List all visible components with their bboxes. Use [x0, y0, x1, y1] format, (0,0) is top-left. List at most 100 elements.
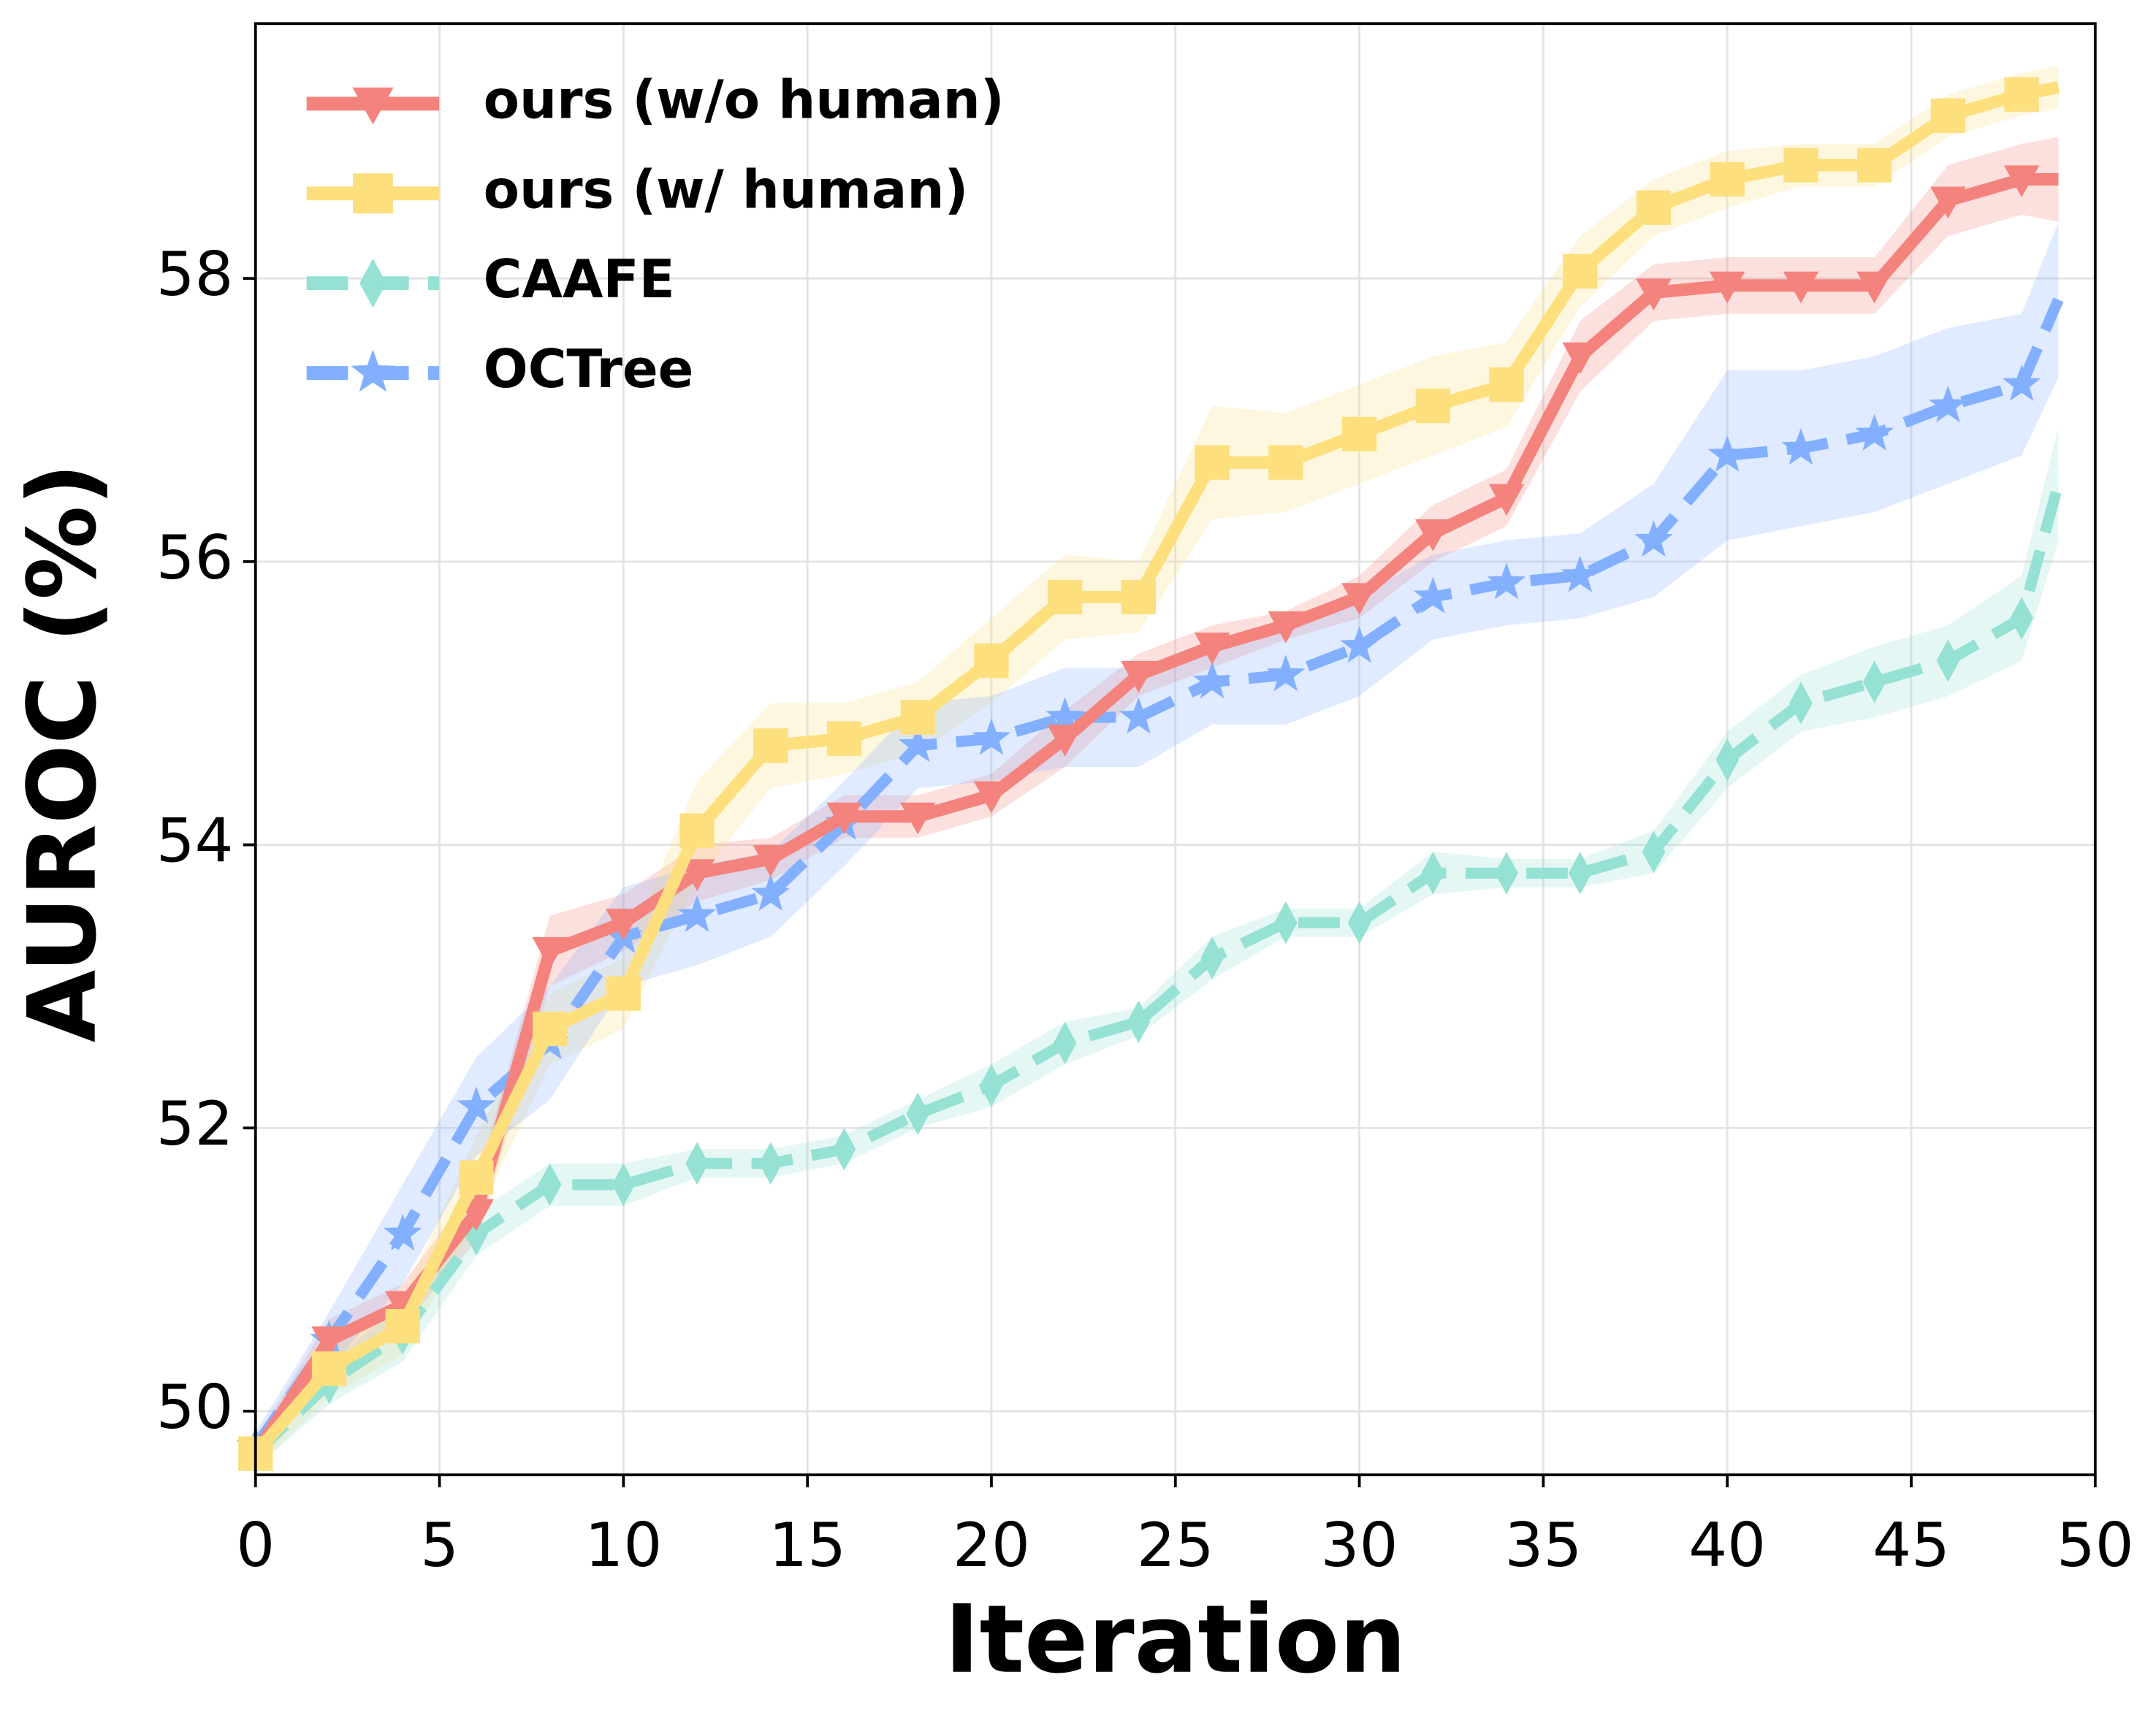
marker [352, 87, 394, 125]
marker [980, 1064, 1003, 1107]
marker [1487, 562, 1526, 600]
marker [1862, 660, 1886, 703]
marker [1489, 367, 1524, 402]
marker [1634, 520, 1673, 557]
marker [1274, 901, 1298, 944]
x-tick-label: 45 [1873, 1510, 1950, 1581]
marker [532, 1011, 568, 1047]
marker [532, 936, 568, 969]
marker [1340, 626, 1379, 663]
marker [974, 643, 1009, 679]
marker [1855, 413, 1894, 451]
marker [826, 802, 862, 835]
marker [1268, 611, 1304, 644]
marker [385, 1308, 420, 1344]
marker [753, 728, 788, 763]
marker [1341, 416, 1377, 452]
x-tick-label: 15 [769, 1510, 846, 1581]
marker [677, 895, 717, 932]
marker [685, 1142, 709, 1185]
marker [538, 1163, 562, 1206]
marker [457, 1086, 496, 1123]
marker [900, 700, 935, 735]
marker [1563, 253, 1598, 289]
marker [1200, 936, 1224, 980]
plot-frame [254, 22, 2097, 1477]
marker [1936, 639, 1960, 682]
marker [1488, 484, 1525, 516]
x-tick-label: 20 [953, 1510, 1030, 1581]
marker [973, 781, 1010, 814]
marker [2004, 77, 2039, 112]
marker [898, 725, 937, 763]
marker [2010, 597, 2033, 640]
marker [1053, 1021, 1077, 1065]
marker [2002, 364, 2041, 402]
marker [1636, 190, 1672, 225]
marker [1636, 278, 1672, 311]
x-axis-label: Iteration [945, 1586, 1406, 1695]
marker [1709, 271, 1745, 304]
marker [1194, 633, 1230, 665]
legend: ours (w/o human) ours (w/ human) CAAFE OCTr… [306, 69, 1005, 400]
marker [2003, 165, 2040, 198]
marker [1268, 445, 1303, 480]
x-tick-label: 30 [1321, 1510, 1398, 1581]
x-tick-label: 5 [420, 1510, 459, 1581]
marker [1781, 428, 1821, 465]
marker [606, 909, 641, 941]
legend-label: ours (w/o human) [484, 69, 1005, 130]
marker [1413, 576, 1452, 614]
y-axis-label: AUROC (%) [9, 463, 118, 1043]
marker [353, 173, 393, 214]
marker [1047, 725, 1083, 757]
legend-label: OCTree [484, 338, 694, 400]
marker [972, 718, 1011, 755]
y-tick-label: 58 [156, 239, 234, 310]
marker [1642, 831, 1666, 874]
x-tick-label: 0 [236, 1510, 275, 1581]
marker [1119, 697, 1158, 734]
marker [1783, 271, 1819, 304]
marker [1930, 186, 1966, 219]
marker [1857, 148, 1892, 183]
x-tick-label: 10 [584, 1510, 662, 1581]
marker [1789, 682, 1813, 725]
marker [1347, 901, 1371, 944]
marker [1568, 852, 1592, 895]
marker [1707, 435, 1747, 472]
y-tick-label: 54 [156, 805, 234, 876]
marker [679, 859, 715, 891]
legend-label: ours (w/ human) [484, 159, 969, 220]
marker [1495, 852, 1518, 895]
y-tick-label: 50 [156, 1372, 234, 1443]
marker [1192, 661, 1232, 699]
marker [351, 349, 395, 392]
marker [1562, 342, 1599, 375]
marker [311, 1351, 347, 1386]
marker [1341, 583, 1377, 615]
x-tick-label: 25 [1137, 1510, 1214, 1581]
marker [751, 874, 791, 911]
marker [1415, 389, 1450, 424]
x-tick-label: 35 [1504, 1510, 1582, 1581]
marker [1127, 1000, 1151, 1044]
marker [1715, 738, 1740, 782]
marker [1928, 385, 1968, 423]
marker [1710, 161, 1745, 197]
marker [1048, 579, 1083, 614]
series-line [251, 482, 2064, 1458]
marker [606, 976, 641, 1011]
marker [1121, 660, 1157, 693]
error-band [255, 137, 2059, 1468]
marker [1415, 519, 1451, 551]
error-band [255, 221, 2059, 1461]
marker [1561, 555, 1600, 592]
marker [832, 1128, 856, 1171]
marker [1121, 579, 1157, 614]
legend-label: CAAFE [484, 248, 675, 310]
marker [906, 1092, 930, 1136]
x-tick-label: 50 [2057, 1510, 2134, 1581]
marker [311, 1326, 347, 1359]
